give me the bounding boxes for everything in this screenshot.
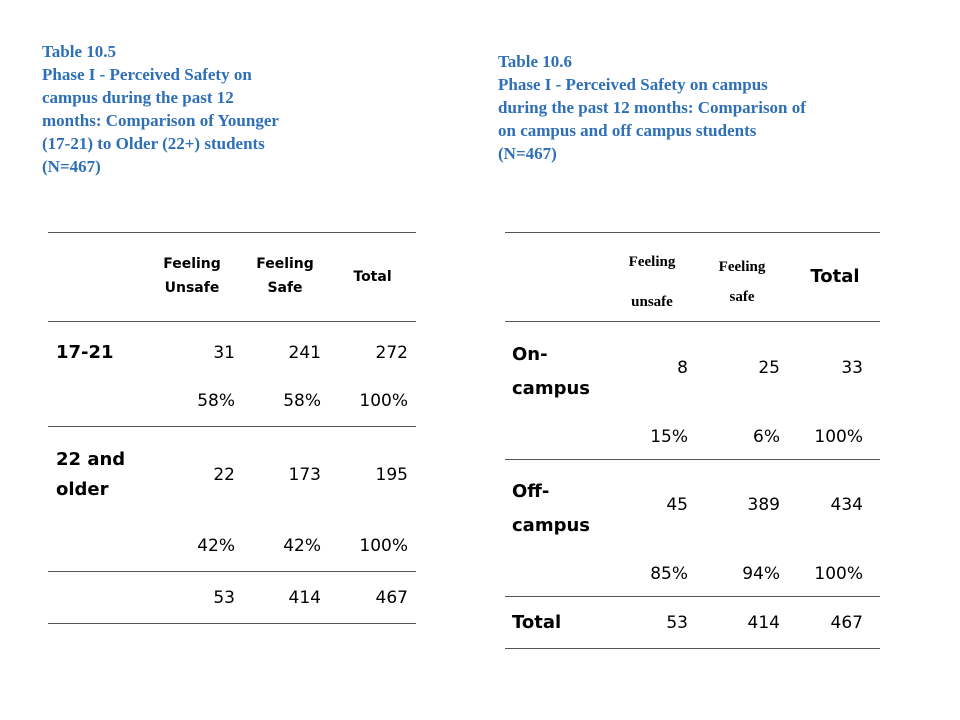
cell-count: 45 [666, 495, 688, 515]
header-text: Unsafe [164, 280, 220, 296]
header-text: Safe [267, 280, 303, 296]
header-text: Feeling [256, 256, 314, 272]
header-feeling-safe: Feeling Safe [245, 252, 325, 300]
row-label-on-campus: On- campus [512, 338, 590, 406]
cell-count: 241 [288, 343, 321, 363]
row-label-text: On- [512, 344, 548, 365]
caption-line: (N=467) [498, 144, 557, 163]
cell-percent: 100% [814, 564, 863, 584]
cell-percent: 85% [650, 564, 688, 584]
header-feeling-safe: Feeling safe [700, 252, 784, 312]
table-rule-row [48, 426, 416, 427]
header-text: Feeling [718, 259, 766, 275]
cell-count: 434 [830, 495, 863, 515]
cell-count: 22 [213, 465, 235, 485]
table-rule-row [505, 596, 880, 597]
cell-count: 195 [375, 465, 408, 485]
header-feeling-unsafe: Feeling Unsafe [150, 252, 234, 300]
cell-percent: 100% [814, 427, 863, 447]
table-rule-top [505, 232, 880, 233]
cell-percent: 6% [753, 427, 780, 447]
cell-percent: 42% [197, 536, 235, 556]
header-text: unsafe [631, 294, 673, 310]
table-rule-row [48, 571, 416, 572]
cell-count: 173 [288, 465, 321, 485]
table-rule-bottom [505, 648, 880, 649]
caption-line: Table 10.5 [42, 42, 117, 61]
cell-percent: 100% [359, 536, 408, 556]
cell-total: 53 [213, 588, 235, 608]
cell-count: 31 [213, 343, 235, 363]
header-feeling-unsafe: Feeling unsafe [610, 242, 694, 322]
header-text: Feeling [628, 254, 676, 270]
table-rule-top [48, 232, 416, 233]
cell-percent: 42% [283, 536, 321, 556]
caption-line: Table 10.6 [498, 52, 573, 71]
table-10-6-caption: Table 10.6 Phase I - Perceived Safety on… [498, 50, 806, 165]
caption-line: (17-21) to Older (22+) students [42, 134, 265, 153]
caption-line: months: Comparison of Younger [42, 111, 279, 130]
table-rule-row [505, 459, 880, 460]
header-text: safe [729, 289, 755, 305]
cell-percent: 100% [359, 391, 408, 411]
table-rule-header [48, 321, 416, 322]
caption-line: (N=467) [42, 157, 101, 176]
row-label-text: Off- [512, 481, 550, 502]
table-rule-bottom [48, 623, 416, 624]
cell-total: 53 [666, 613, 688, 633]
header-text: Feeling [163, 256, 221, 272]
row-label-text: campus [512, 515, 590, 536]
caption-line: Phase I - Perceived Safety on campus [498, 75, 768, 94]
caption-line: Phase I - Perceived Safety on [42, 65, 252, 84]
row-label-text: older [56, 479, 109, 500]
caption-line: campus during the past 12 [42, 88, 234, 107]
row-label-17-21: 17-21 [56, 342, 114, 363]
cell-percent: 58% [197, 391, 235, 411]
cell-count: 33 [841, 358, 863, 378]
row-label-text: 22 and [56, 449, 126, 470]
caption-line: on campus and off campus students [498, 121, 757, 140]
cell-count: 25 [758, 358, 780, 378]
header-total: Total [353, 269, 392, 285]
cell-count: 272 [375, 343, 408, 363]
row-label-22-and-older: 22 and older [56, 445, 125, 505]
cell-count: 8 [677, 358, 688, 378]
cell-total: 414 [747, 613, 780, 633]
row-label-off-campus: Off- campus [512, 475, 590, 543]
table-10-5-caption: Table 10.5 Phase I - Perceived Safety on… [42, 40, 279, 178]
header-total: Total [810, 266, 860, 287]
row-label-total: Total [512, 612, 562, 633]
cell-total: 414 [288, 588, 321, 608]
cell-count: 389 [747, 495, 780, 515]
cell-total: 467 [375, 588, 408, 608]
cell-percent: 94% [742, 564, 780, 584]
cell-percent: 58% [283, 391, 321, 411]
cell-percent: 15% [650, 427, 688, 447]
cell-total: 467 [830, 613, 863, 633]
row-label-text: campus [512, 378, 590, 399]
caption-line: during the past 12 months: Comparison of [498, 98, 806, 117]
table-rule-header [505, 321, 880, 322]
